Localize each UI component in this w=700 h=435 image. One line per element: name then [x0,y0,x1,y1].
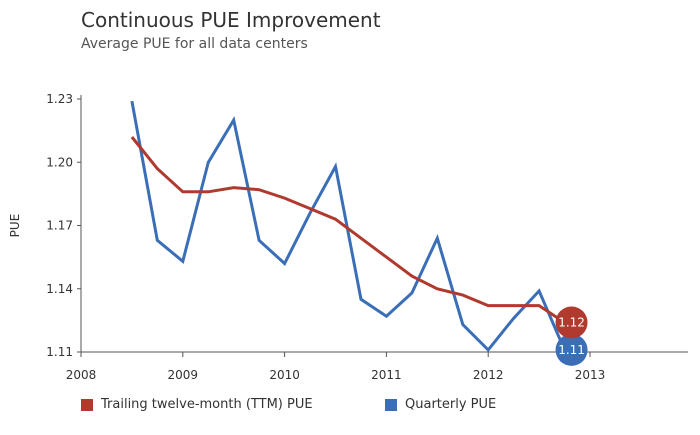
y-tick-label: 1.11 [46,345,73,359]
legend-label-quarterly: Quarterly PUE [405,397,497,412]
end-badge-quarterly [555,333,588,366]
x-tick-label: 2010 [269,368,300,382]
x-tick-label: 2009 [168,368,199,382]
x-tick-label: 2013 [575,368,606,382]
end-label-ttm: 1.12 [558,315,585,329]
x-tick-label: 2011 [371,368,402,382]
legend-label-ttm: Trailing twelve-month (TTM) PUE [101,397,313,412]
legend-item-quarterly: Quarterly PUE [385,397,496,412]
legend-swatch-ttm [81,398,93,411]
series-line-quarterly [130,100,566,353]
series-line-ttm [130,136,566,324]
y-axis-label: PUE [8,214,22,238]
y-tick-label: 1.23 [46,92,73,106]
chart-title: Continuous PUE Improvement [81,8,381,32]
chart-subtitle: Average PUE for all data centers [81,36,308,52]
legend-swatch-quarterly [385,398,397,411]
end-label-quarterly: 1.11 [558,343,585,357]
y-tick-label: 1.17 [46,219,73,233]
x-tick-label: 2008 [66,368,97,382]
end-badge-ttm [555,306,588,339]
y-tick-label: 1.20 [46,155,73,169]
x-tick-label: 2012 [473,368,504,382]
legend-item-ttm: Trailing twelve-month (TTM) PUE [81,397,313,412]
y-tick-label: 1.14 [46,282,73,296]
